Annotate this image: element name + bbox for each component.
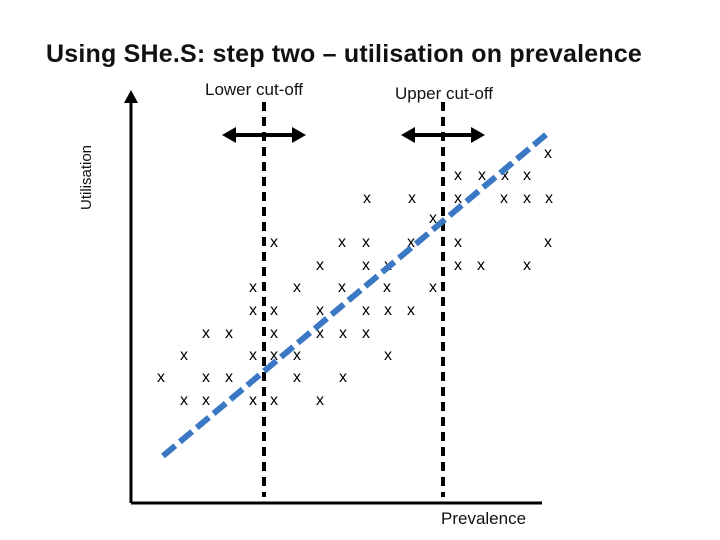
data-point-marker: x <box>202 325 210 342</box>
upper-cutoff-label: Upper cut-off <box>395 84 493 103</box>
data-point-marker: x <box>202 369 210 386</box>
slide-title: Using SHe.S: step two – utilisation on p… <box>46 40 643 68</box>
data-point-marker: x <box>384 302 392 319</box>
lower-cutoff-label: Lower cut-off <box>205 80 303 99</box>
data-point-marker: x <box>249 392 257 409</box>
data-point-marker: x <box>384 347 392 364</box>
data-point-marker: x <box>157 369 165 386</box>
data-point-marker: x <box>249 347 257 364</box>
data-point-marker: x <box>180 347 188 364</box>
data-point-marker: x <box>293 347 301 364</box>
data-point-marker: x <box>225 369 233 386</box>
data-point-marker: x <box>338 234 346 251</box>
data-point-marker: x <box>339 369 347 386</box>
data-point-marker: x <box>408 190 416 207</box>
upper-cutoff-arrow <box>401 127 485 143</box>
data-point-marker: x <box>407 302 415 319</box>
lower-cutoff-arrow <box>222 127 306 143</box>
data-point-marker: x <box>454 167 462 184</box>
data-point-marker: x <box>478 167 486 184</box>
data-point-marker: x <box>523 190 531 207</box>
data-point-marker: x <box>339 325 347 342</box>
x-axis-label: Prevalence <box>441 509 527 528</box>
data-point-marker: x <box>270 392 278 409</box>
data-point-marker: x <box>362 302 370 319</box>
data-point-marker: x <box>523 257 531 274</box>
data-point-marker: x <box>429 279 437 296</box>
data-point-marker: x <box>293 279 301 296</box>
data-point-marker: x <box>454 257 462 274</box>
data-point-marker: x <box>429 210 437 227</box>
data-point-marker: x <box>523 167 531 184</box>
data-point-marker: x <box>362 257 370 274</box>
scatter-points: xx x x xx x x x x xxx x x x x xx x x x xx x x x xx x x x x xx x x x x x… <box>157 145 553 409</box>
data-point-marker: x <box>544 145 552 162</box>
data-point-marker: x <box>202 392 210 409</box>
data-point-marker: x <box>293 369 301 386</box>
data-point-marker: x <box>338 279 346 296</box>
data-point-marker: x <box>180 392 188 409</box>
data-point-marker: x <box>270 302 278 319</box>
data-point-marker: x <box>454 190 462 207</box>
data-point-marker: x <box>362 325 370 342</box>
data-point-marker: x <box>454 234 462 251</box>
data-point-marker: x <box>270 347 278 364</box>
data-point-marker: x <box>545 190 553 207</box>
data-point-marker: x <box>249 302 257 319</box>
data-point-marker: x <box>501 167 509 184</box>
data-point-marker: x <box>249 279 257 296</box>
data-point-marker: x <box>383 279 391 296</box>
data-point-marker: x <box>544 234 552 251</box>
data-point-marker: x <box>316 392 324 409</box>
y-axis-arrowhead <box>124 90 138 103</box>
data-point-marker: x <box>270 325 278 342</box>
data-point-marker: x <box>316 325 324 342</box>
data-point-marker: x <box>362 234 370 251</box>
data-point-marker: x <box>225 325 233 342</box>
data-point-marker: x <box>407 234 415 251</box>
data-point-marker: x <box>270 234 278 251</box>
data-point-marker: x <box>500 190 508 207</box>
data-point-marker: x <box>316 257 324 274</box>
data-point-marker: x <box>477 257 485 274</box>
data-point-marker: x <box>363 190 371 207</box>
data-point-marker: x <box>316 302 324 319</box>
trend-line <box>161 130 550 459</box>
